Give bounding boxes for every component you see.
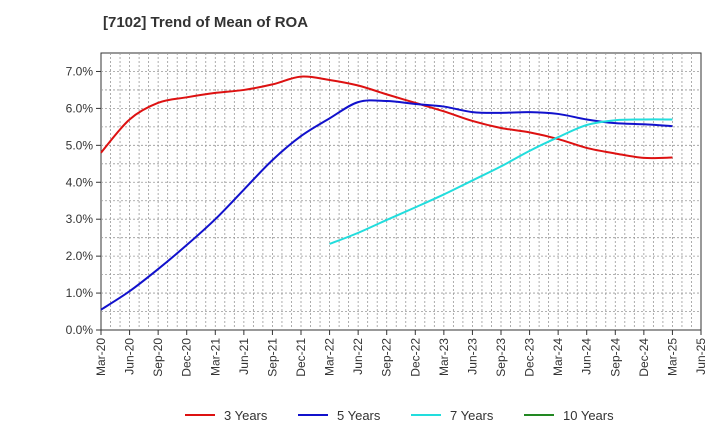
plot-area <box>100 52 702 331</box>
x-tick-label: Dec-20 <box>180 338 194 377</box>
x-axis-ticks: Mar-20 Jun-20 Sep-20 Dec-20 Mar-21 Jun-21 Sep-… <box>94 330 708 377</box>
x-tick-label: Sep-22 <box>380 338 394 377</box>
x-tick-label: Dec-24 <box>637 338 651 377</box>
chart-title: [7102] Trend of Mean of ROA <box>103 14 309 31</box>
y-tick-label: 1.0% <box>66 286 94 300</box>
x-tick-label: Jun-23 <box>465 338 479 375</box>
x-tick-label: Jun-20 <box>123 338 137 375</box>
legend-label-10-years: 10 Years <box>563 408 614 423</box>
x-tick-label: Sep-24 <box>608 338 622 377</box>
y-tick-label: 5.0% <box>66 138 94 152</box>
y-tick-label: 3.0% <box>66 212 94 226</box>
y-tick-label: 0.0% <box>66 323 94 337</box>
plot-frame <box>100 52 702 331</box>
x-tick-label: Jun-22 <box>351 338 365 375</box>
x-tick-label: Mar-22 <box>323 338 337 376</box>
x-tick-label: Dec-22 <box>408 338 422 377</box>
x-tick-label: Mar-21 <box>208 338 222 376</box>
legend-label-5-years: 5 Years <box>337 408 381 423</box>
x-tick-label: Jun-25 <box>694 338 708 375</box>
x-tick-label: Mar-23 <box>437 338 451 376</box>
y-tick-label: 7.0% <box>66 64 94 78</box>
y-tick-label: 2.0% <box>66 249 94 263</box>
x-tick-label: Mar-24 <box>551 338 565 376</box>
legend-label-7-years: 7 Years <box>450 408 494 423</box>
x-tick-label: Dec-23 <box>523 338 537 377</box>
x-tick-label: Sep-21 <box>265 338 279 377</box>
series-line-7-years <box>329 118 673 245</box>
legend-label-3-years: 3 Years <box>224 408 268 423</box>
x-tick-label: Dec-21 <box>294 338 308 377</box>
x-tick-label: Jun-24 <box>580 338 594 375</box>
y-tick-label: 6.0% <box>66 101 94 115</box>
legend: 3 Years 5 Years 7 Years 10 Years <box>185 408 614 423</box>
x-tick-label: Mar-20 <box>94 338 108 376</box>
x-tick-label: Mar-25 <box>665 338 679 376</box>
series-line-5-years <box>100 99 673 311</box>
y-tick-label: 4.0% <box>66 175 94 189</box>
x-tick-label: Sep-20 <box>151 338 165 377</box>
x-tick-label: Jun-21 <box>237 338 251 375</box>
grid-lines <box>101 53 701 330</box>
x-tick-label: Sep-23 <box>494 338 508 377</box>
series-line-3-years <box>100 75 673 160</box>
series-lines <box>100 75 673 311</box>
y-axis-ticks: 0.0% 1.0% 2.0% 3.0% 4.0% 5.0% 6.0% 7.0% <box>66 64 101 337</box>
